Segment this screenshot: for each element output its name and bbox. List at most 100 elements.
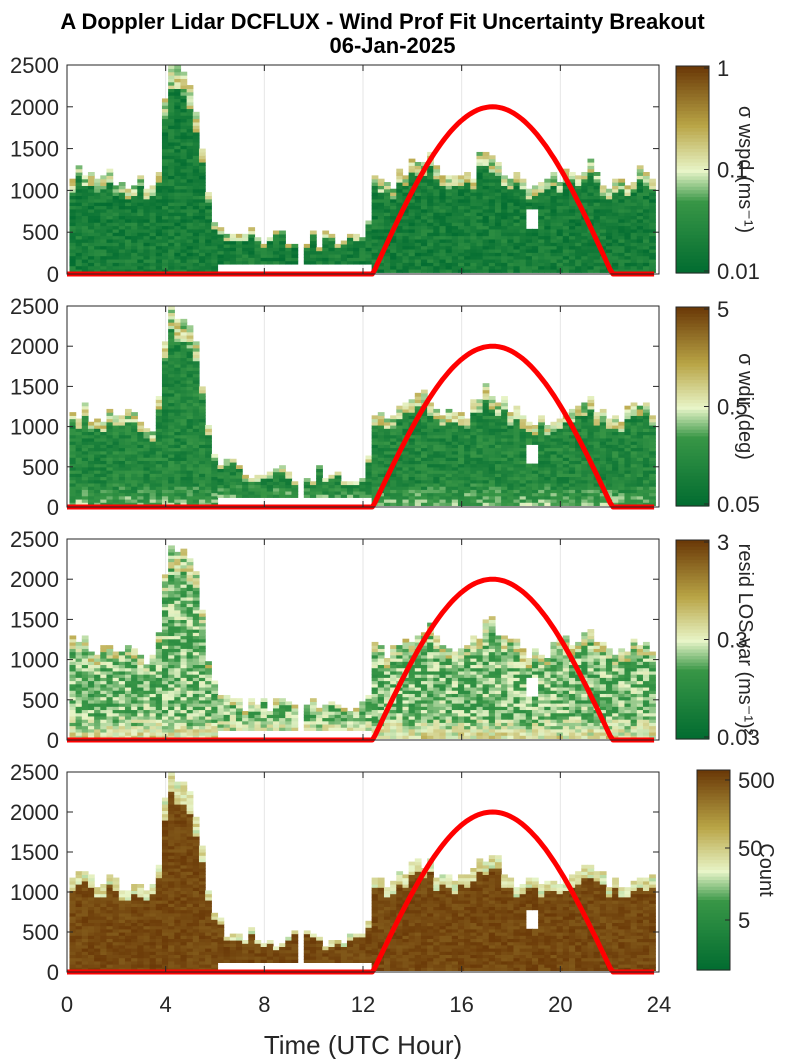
heatmap-cell [168,232,175,237]
heatmap-cell [75,225,83,230]
heatmap-cell [235,487,243,492]
heatmap-cell [192,431,200,436]
heatmap-cell [605,486,613,490]
heatmap-cell [168,347,175,352]
heatmap-cell [131,205,138,210]
heatmap-cell [186,405,194,410]
heatmap-cell [501,195,508,200]
heatmap-cell [149,482,157,487]
heatmap-cell [494,434,502,439]
heatmap-cell [100,479,108,484]
heatmap-cell [223,490,231,495]
heatmap-cell [192,396,200,400]
heatmap-cell [124,235,132,240]
heatmap-cell [612,460,619,465]
heatmap-cell [605,450,613,455]
heatmap-cell [587,444,595,449]
heatmap-cell [328,233,336,238]
heatmap-cell [525,495,533,500]
heatmap-cell [143,447,151,452]
heatmap-cell [334,471,342,476]
heatmap-cell [198,165,206,170]
heatmap-cell [143,265,151,270]
heatmap-cell [174,215,182,220]
heatmap-cell [427,437,434,442]
heatmap-cell [254,240,262,245]
heatmap-cell [439,238,447,243]
heatmap-cell [587,268,595,273]
heatmap-cell [316,487,323,492]
heatmap-cell [180,232,188,237]
heatmap-cell [599,466,607,471]
heatmap-cell [186,145,194,150]
colorbar-band [676,356,709,361]
heatmap-cell [544,431,552,436]
heatmap-cell [383,255,391,260]
heatmap-cell [143,195,151,200]
heatmap-cell [624,437,632,442]
heatmap-cell [612,258,619,263]
heatmap-cell [205,447,212,452]
heatmap-cell [112,222,120,227]
heatmap-cell [618,188,626,193]
heatmap-cell [235,233,243,238]
heatmap-cell [81,205,89,210]
heatmap-cell [427,460,434,465]
heatmap-cell [365,240,373,245]
heatmap-cell [605,205,613,210]
heatmap-cell [618,228,626,233]
heatmap-cell [581,498,589,503]
heatmap-cell [168,141,175,146]
heatmap-cell [192,131,200,136]
heatmap-cell [174,175,182,180]
colorbar-band [676,200,709,205]
heatmap-cell [155,268,163,273]
heatmap-cell [593,428,601,433]
heatmap-cell [168,178,175,183]
heatmap-cell [118,470,126,474]
heatmap-cell [180,441,188,445]
heatmap-cell [618,202,626,207]
heatmap-cell [624,205,632,210]
heatmap-cell [433,441,441,445]
heatmap-cell [408,492,416,497]
heatmap-cell [618,470,626,474]
heatmap-cell [593,415,601,420]
heatmap-cell [205,222,212,227]
heatmap-cell [445,437,453,442]
heatmap-cell [186,367,194,371]
heatmap-cell [494,262,502,267]
heatmap-cell [470,195,478,200]
heatmap-cell [266,490,274,495]
heatmap-cell [482,235,490,240]
heatmap-cell [248,227,256,232]
heatmap-cell [587,495,595,500]
heatmap-cell [612,434,619,439]
heatmap-cell [377,428,385,433]
heatmap-cell [186,265,194,270]
heatmap-cell [124,473,132,478]
heatmap-cell [260,490,268,495]
heatmap-cell [538,218,545,223]
heatmap-cell [501,489,508,494]
heatmap-cell [538,262,545,267]
heatmap-cell [605,195,613,200]
heatmap-cell [180,408,188,413]
heatmap-cell [605,482,613,487]
heatmap-cell [377,418,385,423]
heatmap-cell [346,253,354,258]
heatmap-cell [106,255,114,260]
heatmap-cell [599,258,607,263]
heatmap-cell [131,447,138,452]
heatmap-cell [464,185,471,190]
heatmap-cell [205,470,212,474]
heatmap-cell [612,222,619,227]
heatmap-cell [550,245,558,250]
heatmap-cell [402,258,410,263]
heatmap-cell [501,265,508,270]
heatmap-cell [174,476,182,481]
heatmap-cell [618,252,626,257]
heatmap-cell [198,188,206,193]
heatmap-cell [155,202,163,207]
heatmap-cell [118,437,126,442]
